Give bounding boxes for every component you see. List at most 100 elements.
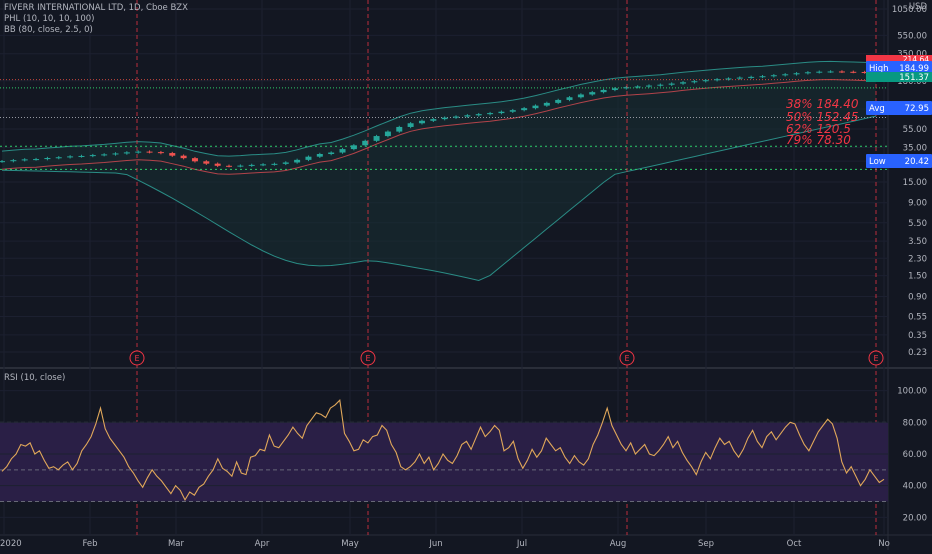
earnings-marker[interactable] (868, 350, 884, 366)
rsi-indicator-label[interactable]: RSI (10, close) (4, 373, 66, 383)
candle-body[interactable] (260, 164, 267, 166)
rsi-line[interactable] (1, 399, 885, 502)
candle-body[interactable] (634, 86, 641, 88)
candle-body[interactable] (101, 154, 108, 156)
candle-body[interactable] (180, 155, 187, 159)
candle-body[interactable] (543, 102, 550, 106)
candle-body[interactable] (850, 71, 857, 73)
candle-body[interactable] (362, 140, 369, 146)
candle-body[interactable] (736, 77, 743, 79)
candle-body[interactable] (214, 163, 221, 166)
candle-body[interactable] (44, 158, 51, 160)
candle-body[interactable] (55, 157, 62, 159)
candle-body[interactable] (248, 164, 255, 166)
candle-body[interactable] (770, 75, 777, 77)
earnings-marker[interactable] (129, 350, 145, 366)
candle-body[interactable] (532, 105, 539, 109)
candle-body[interactable] (191, 158, 198, 162)
candle-body[interactable] (339, 149, 346, 153)
price-axis-label: 350.00 (897, 50, 927, 60)
candle-body[interactable] (804, 72, 811, 74)
candle-body[interactable] (782, 74, 789, 76)
candle-body[interactable] (33, 159, 40, 161)
candle-body[interactable] (680, 82, 687, 84)
candle-body[interactable] (316, 153, 323, 157)
price-axis-label: 0.23 (908, 348, 927, 358)
candle-body[interactable] (226, 165, 233, 167)
low-price-tag-value: 20.42 (905, 157, 929, 167)
phl-indicator-label[interactable]: PHL (10, 10, 10, 100) (4, 14, 95, 24)
candle-body[interactable] (271, 163, 278, 165)
candle-body[interactable] (566, 97, 573, 100)
candle-body[interactable] (78, 155, 85, 157)
candle-body[interactable] (487, 113, 494, 115)
candle-body[interactable] (89, 155, 96, 157)
candle-body[interactable] (294, 159, 301, 163)
candle-body[interactable] (577, 94, 584, 98)
candle-body[interactable] (702, 80, 709, 82)
candle-body[interactable] (475, 114, 482, 116)
currency-label: USD (909, 2, 928, 12)
price-axis-label: 1050.00 (892, 5, 927, 15)
candle-body[interactable] (282, 162, 289, 164)
candle-body[interactable] (657, 84, 664, 86)
candle-body[interactable] (816, 71, 823, 73)
candle-body[interactable] (441, 117, 448, 120)
candle-body[interactable] (384, 131, 391, 137)
candle-body[interactable] (418, 120, 425, 124)
candle-body[interactable] (827, 71, 834, 73)
candle-body[interactable] (0, 161, 5, 163)
earnings-marker-label: E (624, 354, 629, 363)
candle-body[interactable] (203, 161, 210, 164)
candle-body[interactable] (350, 145, 357, 150)
candle-body[interactable] (645, 85, 652, 87)
high-price-tag-label: High (869, 64, 889, 74)
candle-body[interactable] (623, 87, 630, 89)
candle-body[interactable] (67, 156, 74, 158)
candle-body[interactable] (135, 151, 142, 153)
candle-body[interactable] (10, 160, 17, 162)
candle-body[interactable] (555, 99, 562, 103)
candle-body[interactable] (600, 89, 607, 93)
candle-body[interactable] (759, 76, 766, 78)
candle-body[interactable] (112, 153, 119, 155)
candle-body[interactable] (123, 152, 130, 154)
earnings-marker[interactable] (360, 350, 376, 366)
candle-body[interactable] (521, 108, 528, 111)
candle-body[interactable] (373, 136, 380, 141)
candle-body[interactable] (838, 71, 845, 73)
fib-level-38: 38% 184.40 (786, 97, 859, 111)
candle-body[interactable] (430, 119, 437, 121)
candle-body[interactable] (861, 72, 868, 74)
candle-body[interactable] (328, 152, 335, 154)
candle-body[interactable] (157, 152, 164, 154)
earnings-marker[interactable] (619, 350, 635, 366)
candle-body[interactable] (714, 79, 721, 81)
candle-body[interactable] (793, 73, 800, 75)
candle-body[interactable] (611, 88, 618, 90)
candle-body[interactable] (668, 83, 675, 85)
candle-body[interactable] (453, 116, 460, 118)
candle-body[interactable] (237, 165, 244, 167)
rsi-axis-label: 100.00 (897, 387, 927, 397)
candle-body[interactable] (396, 126, 403, 132)
candle-body[interactable] (748, 76, 755, 78)
candle-body[interactable] (691, 81, 698, 83)
candle-body[interactable] (589, 92, 596, 95)
candle-body[interactable] (21, 159, 28, 161)
candle-body[interactable] (498, 111, 505, 114)
candle-body[interactable] (725, 78, 732, 80)
candle-body[interactable] (146, 151, 153, 153)
candle-body[interactable] (407, 123, 414, 127)
candle-body[interactable] (305, 156, 312, 160)
candle-body[interactable] (509, 110, 516, 112)
top-price-tag-value: 214.64 (903, 55, 929, 64)
top-price-tag (866, 55, 932, 63)
candle-body[interactable] (169, 153, 176, 156)
bb-indicator-label[interactable]: BB (80, close, 2.5, 0) (4, 25, 93, 35)
candle-body[interactable] (464, 115, 471, 117)
avg-price-tag-label: Avg (869, 104, 885, 114)
avg-price-tag (866, 101, 932, 115)
